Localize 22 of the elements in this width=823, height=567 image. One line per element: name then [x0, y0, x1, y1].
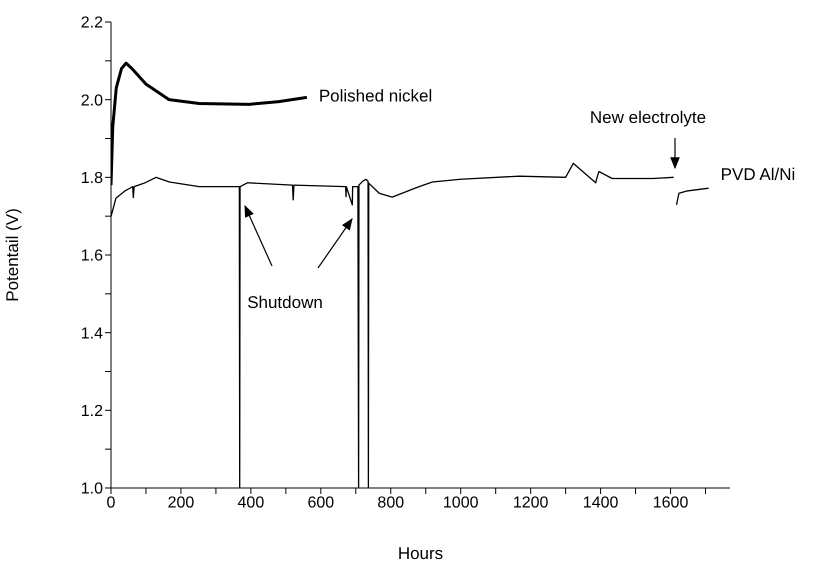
- annotation: Shutdown: [247, 293, 323, 312]
- x-tick-label: 1200: [512, 494, 549, 512]
- y-tick-label: 2.2: [80, 14, 104, 32]
- y-tick-label: 1.6: [80, 248, 104, 265]
- x-tick-label: 1000: [442, 494, 479, 512]
- series-label: PVD Al/Ni: [720, 165, 796, 184]
- x-axis-title: Hours: [398, 544, 444, 563]
- x-tick-label: 800: [377, 494, 404, 512]
- y-tick-label: 1.8: [80, 170, 104, 188]
- y-tick-label: 1.4: [80, 325, 104, 342]
- x-tick-label: 400: [238, 494, 264, 512]
- x-tick-label: 1400: [582, 494, 619, 512]
- x-tick-label: 600: [307, 494, 334, 512]
- y-axis-title: Potentail (V): [3, 208, 22, 302]
- series-label: Polished nickel: [318, 86, 432, 106]
- annotation: New electrolyte: [590, 108, 706, 127]
- y-tick-label: 2.0: [80, 92, 104, 110]
- y-tick-label: 1.2: [80, 403, 104, 420]
- y-tick-label: 1.0: [80, 480, 104, 498]
- x-tick-label: 200: [168, 494, 194, 512]
- x-tick-label: 1600: [652, 494, 688, 512]
- x-tick-label: 0: [106, 494, 116, 512]
